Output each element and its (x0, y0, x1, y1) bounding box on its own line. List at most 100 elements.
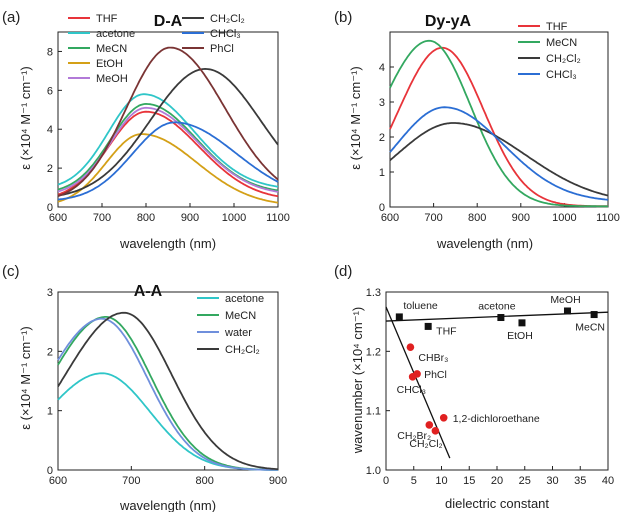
legend-label: THF (96, 13, 118, 25)
x-tick-label: 600 (49, 212, 67, 224)
panel-a-xlabel: wavelength (nm) (119, 236, 216, 251)
panel-b-plot: 600 700 800 900 1000 1100 0 1 2 3 4 THF MeCN CH₂Cl₂ CH… (379, 21, 620, 224)
x-tick-label: 30 (546, 475, 558, 487)
legend-label: MeOH (96, 73, 128, 85)
y-tick-label: 2 (47, 346, 53, 358)
panel-a-label: (a) (2, 9, 20, 26)
x-tick-label: 20 (491, 475, 503, 487)
x-tick-label: 35 (574, 475, 586, 487)
panel-c-label: (c) (2, 263, 20, 280)
legend-label: acetone (225, 293, 264, 305)
panel-a-title: D-A (154, 13, 183, 30)
point-label: THF (436, 325, 456, 337)
legend-label: CH₂Cl₂ (210, 13, 245, 25)
legend-label: water (224, 327, 252, 339)
x-tick-label: 700 (122, 475, 140, 487)
x-tick-label: 5 (411, 475, 417, 487)
point-label: PhCl (424, 369, 447, 381)
point-1-2-dichloroethane (439, 413, 448, 422)
legend-label: CH₂Cl₂ (225, 344, 260, 356)
panel-d-plot: 0 5 10 15 20 25 30 35 40 1.0 1.1 1.2 1.3 toluene THF ac… (366, 287, 614, 487)
y-tick-label: 0 (379, 202, 385, 214)
x-tick-label: 700 (424, 212, 442, 224)
fit-line (385, 306, 451, 459)
point-toluene (395, 313, 403, 321)
panel-a-frame (57, 31, 279, 208)
legend-label: PhCl (210, 43, 234, 55)
panel-b-label: (b) (334, 9, 352, 26)
series-mecn-line (57, 316, 278, 471)
panel-c-plot: 600 700 800 900 0 1 2 3 acetone MeCN water CH₂Cl₂ (47, 287, 287, 487)
point-etoh (518, 319, 526, 327)
x-tick-label: 10 (435, 475, 447, 487)
panel-d-xlabel: dielectric constant (445, 496, 549, 511)
point-mecn (590, 311, 598, 319)
series-ch2cl2-line (389, 122, 609, 197)
y-tick-label: 1 (47, 406, 53, 418)
point-thf (424, 322, 432, 330)
y-tick-label: 0 (47, 202, 53, 214)
series-phcl-line (57, 46, 279, 198)
point-ch-br (425, 421, 434, 429)
series-water-line (57, 317, 278, 471)
y-tick-label: 2 (47, 163, 53, 175)
y-tick-label: 1.1 (366, 406, 381, 418)
x-tick-label: 700 (93, 212, 111, 224)
y-tick-label: 3 (379, 97, 385, 109)
point-label: EtOH (507, 330, 533, 342)
series-chcl3-line (57, 121, 279, 201)
point-label: CH₂Cl₂ (409, 438, 442, 450)
point-label: MeCN (575, 322, 605, 334)
panel-c-ylabel: ε (×10⁴ M⁻¹ cm⁻¹) (18, 326, 33, 429)
x-tick-label: 800 (195, 475, 213, 487)
x-tick-label: 15 (463, 475, 475, 487)
series-acetone-line (57, 93, 279, 188)
y-tick-label: 6 (47, 85, 53, 97)
panel-c: (c) A-A wavelength (nm) ε (×10⁴ M⁻¹ cm⁻¹… (2, 263, 287, 512)
legend-label: CH₂Cl₂ (546, 53, 581, 65)
series-chcl3-line (389, 106, 609, 201)
y-tick-label: 3 (47, 287, 53, 299)
point-label: acetone (478, 301, 516, 313)
x-tick-label: 1100 (596, 212, 620, 224)
point-label: CH₂Br₂ (397, 430, 431, 442)
point-meoh (563, 307, 571, 315)
point-ch-cl (431, 427, 440, 435)
y-tick-label: 4 (379, 62, 385, 74)
x-tick-label: 600 (49, 475, 67, 487)
panel-b-ylabel: ε (×10⁴ M⁻¹ cm⁻¹) (348, 66, 363, 169)
point-label: CHBr₃ (418, 352, 448, 364)
x-tick-label: 800 (468, 212, 486, 224)
x-tick-label: 800 (137, 212, 155, 224)
series-mecn-line (389, 39, 608, 208)
x-tick-label: 25 (519, 475, 531, 487)
series-ch2cl2-line (57, 67, 279, 197)
point-label: toluene (403, 300, 438, 312)
panel-a-ylabel: ε (×10⁴ M⁻¹ cm⁻¹) (18, 66, 33, 169)
series-ch2cl2-line (57, 311, 278, 470)
series-meoh-line (57, 106, 279, 193)
point-acetone (497, 314, 505, 322)
fit-line (385, 311, 609, 322)
panel-b-xlabel: wavelength (nm) (436, 236, 533, 251)
series-acetone-line (57, 372, 278, 471)
legend-label: acetone (96, 28, 135, 40)
panel-d-ylabel: wavenumber (×10⁴ cm⁻¹) (350, 307, 365, 454)
panel-b: (b) Dy-yA wavelength (nm) ε (×10⁴ M⁻¹ cm… (334, 9, 620, 251)
y-tick-label: 8 (47, 46, 53, 58)
panel-a-plot: 600 700 800 900 1000 1100 0 2 4 6 8 THF acetone MeCN E… (47, 13, 290, 224)
y-tick-label: 1.3 (366, 287, 381, 299)
panel-c-xlabel: wavelength (nm) (119, 498, 216, 512)
panel-a: (a) D-A wavelength (nm) ε (×10⁴ M⁻¹ cm⁻¹… (2, 9, 290, 251)
y-tick-label: 2 (379, 132, 385, 144)
legend-label: THF (546, 21, 568, 33)
x-tick-label: 900 (181, 212, 199, 224)
point-label: MeOH (550, 294, 580, 306)
panel-d: (d) dielectric constant wavenumber (×10⁴… (334, 263, 614, 511)
x-tick-label: 40 (602, 475, 614, 487)
legend-label: CHCl₃ (210, 28, 241, 40)
y-tick-label: 4 (47, 124, 53, 136)
x-tick-label: 600 (381, 212, 399, 224)
x-tick-label: 0 (383, 475, 389, 487)
